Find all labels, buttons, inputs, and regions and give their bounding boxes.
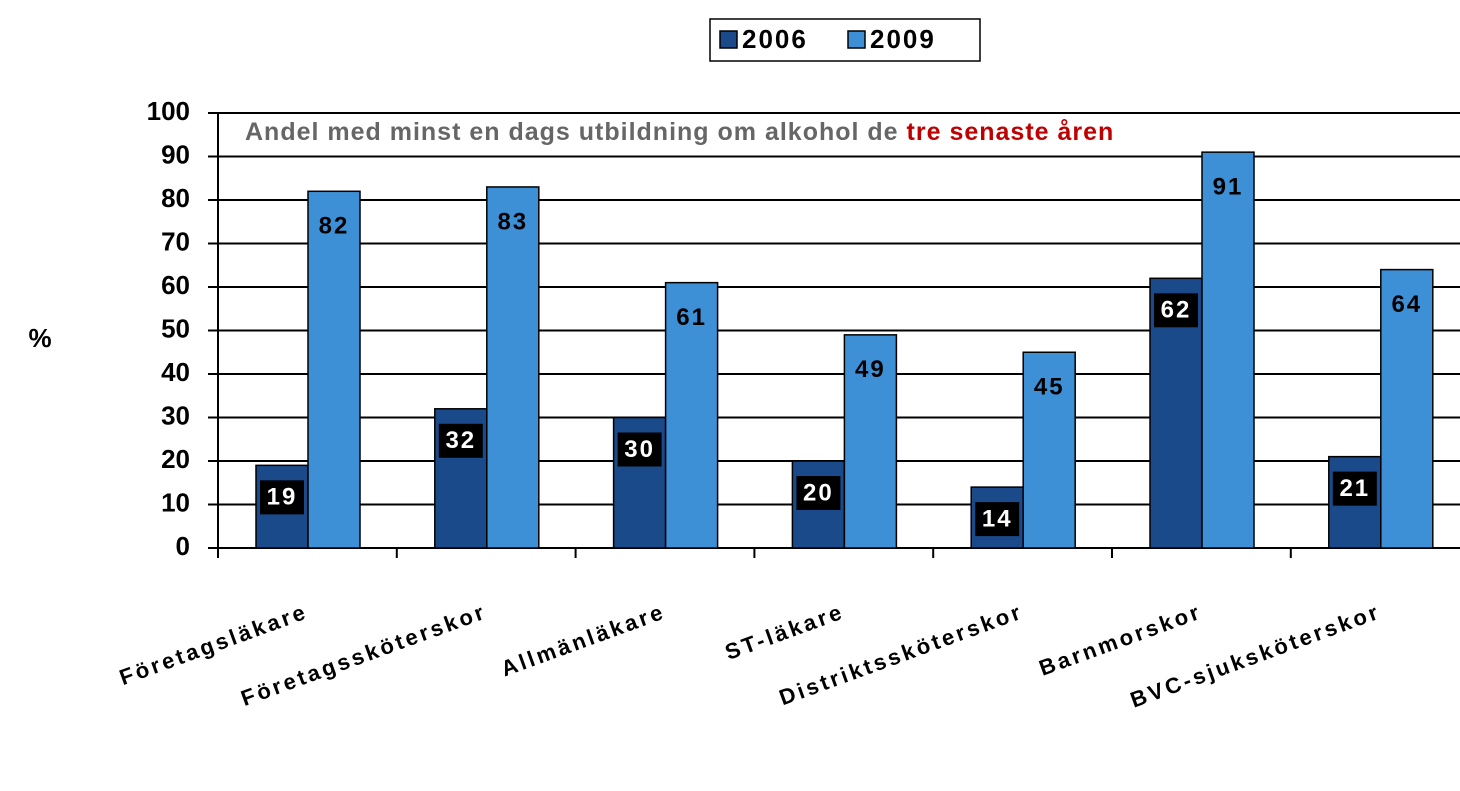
x-tick-label: Allmänläkare <box>498 599 669 682</box>
bar <box>486 186 540 549</box>
annotation-part: Andel med minst en dags utbildning om al… <box>245 118 899 146</box>
bar <box>843 334 898 549</box>
data-label: 30 <box>624 436 655 463</box>
data-label: 45 <box>1034 374 1065 401</box>
y-tick-label: 20 <box>161 444 190 474</box>
data-label: 20 <box>803 479 834 506</box>
x-tick-label: Barnmorskor <box>1036 599 1205 681</box>
y-tick-label: 30 <box>161 400 190 430</box>
data-label: 91 <box>1213 173 1244 200</box>
annotation: Andel med minst en dags utbildning om al… <box>245 118 1114 146</box>
y-tick-label: 50 <box>161 313 190 343</box>
data-label: 62 <box>1161 297 1192 324</box>
bar <box>664 281 719 549</box>
legend-label: 2006 <box>742 24 808 54</box>
legend-label: 2009 <box>870 24 936 54</box>
bar <box>1380 268 1434 549</box>
y-tick-label: 80 <box>161 183 190 213</box>
y-tick-label: 90 <box>161 139 190 169</box>
y-tick-label: 40 <box>161 357 190 387</box>
data-label: 14 <box>982 505 1013 532</box>
data-label: 82 <box>319 213 350 240</box>
y-tick-label: 70 <box>161 226 190 256</box>
data-label-box <box>1332 471 1377 506</box>
y-tick-label: 100 <box>147 96 190 126</box>
data-label-box <box>1154 293 1198 328</box>
bar <box>307 190 361 549</box>
y-axis-label: % <box>28 323 51 353</box>
y-tick-label: 60 <box>161 270 190 300</box>
legend: 2006 2009 <box>709 18 981 62</box>
data-label-box <box>975 502 1020 537</box>
data-label: 49 <box>855 356 886 383</box>
y-tick-label: 0 <box>176 531 190 561</box>
data-label: 32 <box>445 427 476 454</box>
legend-swatch <box>719 30 738 49</box>
legend-swatch <box>847 30 866 49</box>
data-label: 83 <box>497 208 528 235</box>
data-label: 61 <box>676 304 707 331</box>
data-label: 19 <box>267 484 298 511</box>
x-tick-label: ST-läkare <box>722 599 848 665</box>
bar <box>1201 151 1255 549</box>
data-label-box <box>438 423 483 458</box>
annotation-part: tre senaste åren <box>907 118 1115 146</box>
data-label: 64 <box>1391 291 1422 318</box>
data-label-box <box>260 480 304 515</box>
bar <box>1022 351 1076 549</box>
legend-box <box>709 18 981 62</box>
data-label-box <box>796 476 841 510</box>
data-label-box <box>617 432 662 467</box>
y-tick-label: 10 <box>161 487 190 517</box>
data-label: 21 <box>1339 475 1370 502</box>
